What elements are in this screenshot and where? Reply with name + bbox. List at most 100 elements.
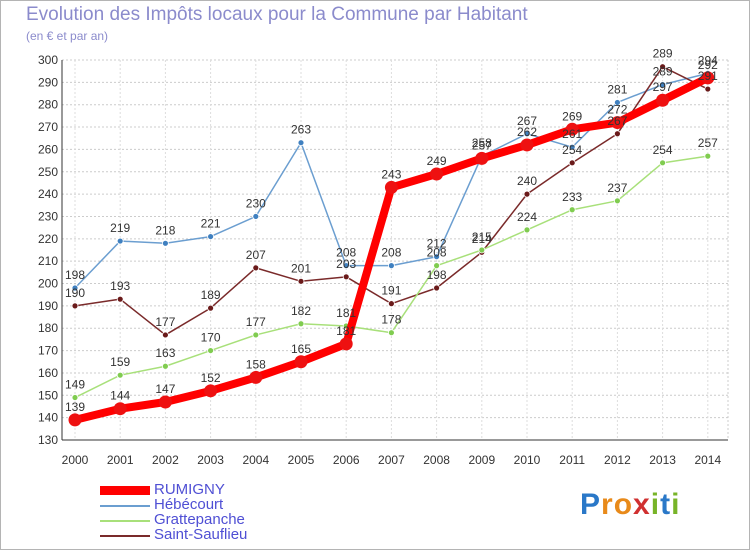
point-saint-sauflieu-2013 [659, 63, 666, 71]
data-label-rumigny-2006: 181 [336, 324, 356, 338]
data-label-rumigny-2008: 249 [427, 154, 447, 168]
data-label-saint-sauflieu-2014: 291 [698, 69, 718, 83]
y-tick-label-170: 170 [38, 344, 58, 358]
point-grattepanche-2002 [161, 362, 169, 370]
data-label-grattepanche-2012: 237 [607, 181, 627, 195]
data-label-saint-sauflieu-2002: 177 [155, 315, 175, 329]
point-grattepanche-2000 [71, 394, 79, 401]
data-label-rumigny-2003: 152 [201, 371, 221, 385]
x-tick-label-2004: 2004 [242, 453, 269, 467]
data-label-saint-sauflieu-2003: 189 [201, 288, 221, 302]
logo-letter: i [650, 488, 661, 521]
point-rumigny-2010 [520, 138, 534, 152]
legend-label-rumigny: RUMIGNY [154, 481, 225, 498]
point-rumigny-2005 [294, 355, 308, 369]
y-tick-label-280: 280 [38, 98, 58, 112]
data-label-saint-sauflieu-2004: 207 [246, 248, 266, 262]
y-tick-label-300: 300 [38, 53, 58, 67]
point-hebecourt-2008 [433, 253, 441, 261]
data-label-saint-sauflieu-2007: 191 [381, 284, 401, 298]
y-tick-label-290: 290 [38, 75, 58, 89]
data-label-grattepanche-2014: 257 [698, 136, 718, 150]
logo-letter: r [601, 488, 614, 521]
point-saint-sauflieu-2014 [704, 85, 712, 93]
y-tick-label-210: 210 [38, 254, 58, 268]
y-tick-label-180: 180 [38, 321, 58, 335]
data-label-saint-sauflieu-2009: 214 [472, 232, 492, 246]
y-tick-label-260: 260 [38, 142, 58, 156]
data-label-rumigny-2013: 297 [653, 80, 673, 94]
axes: 130 140 150 160 170 180 190 200 210 220 230 240 250 2… [38, 53, 729, 467]
point-saint-sauflieu-2004 [252, 264, 260, 272]
point-rumigny-2012 [610, 116, 624, 130]
data-label-grattepanche-2011: 233 [562, 190, 582, 204]
point-rumigny-2013 [656, 93, 670, 107]
point-hebecourt-2010 [523, 130, 531, 138]
x-tick-label-2011: 2011 [559, 453, 585, 467]
data-label-hebecourt-2006: 208 [336, 246, 356, 260]
point-saint-sauflieu-2002 [161, 331, 169, 339]
data-label-saint-sauflieu-2011: 254 [562, 143, 582, 157]
legend-label-hebecourt: Hébécourt [154, 496, 224, 513]
data-label-grattepanche-2004: 177 [246, 315, 266, 329]
data-label-rumigny-2010: 262 [517, 125, 537, 139]
data-label-rumigny-2007: 243 [381, 167, 401, 181]
data-label-rumigny-2001: 144 [110, 389, 130, 403]
data-label-grattepanche-2008: 208 [427, 246, 447, 260]
y-tick-label-150: 150 [38, 388, 58, 402]
legend-swatch-hebecourt [100, 505, 150, 507]
data-label-saint-sauflieu-2012: 267 [607, 114, 627, 128]
logo-letter: o [613, 488, 634, 521]
data-label-grattepanche-2003: 170 [201, 331, 221, 345]
data-label-hebecourt-2004: 230 [246, 196, 266, 210]
point-rumigny-2004 [249, 370, 263, 384]
point-hebecourt-2007 [387, 262, 395, 270]
x-tick-label-2003: 2003 [197, 453, 224, 467]
data-label-saint-sauflieu-2000: 190 [65, 286, 85, 300]
point-rumigny-2006 [339, 337, 353, 351]
data-label-grattepanche-2006: 181 [336, 306, 356, 320]
x-tick-label-2013: 2013 [649, 453, 676, 467]
data-label-grattepanche-2000: 149 [65, 378, 85, 392]
data-label-saint-sauflieu-2005: 201 [291, 261, 311, 275]
x-tick-label-2014: 2014 [694, 453, 721, 467]
logo-letter: i [671, 488, 681, 521]
y-tick-label-220: 220 [38, 232, 58, 246]
point-saint-sauflieu-2001 [116, 295, 124, 303]
y-tick-label-270: 270 [38, 120, 58, 134]
point-rumigny-2009 [475, 151, 489, 165]
data-label-hebecourt-2012: 281 [607, 82, 627, 96]
y-tick-label-240: 240 [38, 187, 58, 201]
y-tick-label-200: 200 [38, 277, 58, 291]
x-tick-label-2010: 2010 [514, 453, 541, 467]
data-label-hebecourt-2014: 294 [698, 53, 718, 67]
data-label-hebecourt-2008: 212 [427, 237, 447, 251]
point-grattepanche-2010 [523, 226, 531, 234]
x-tick-label-2002: 2002 [152, 453, 179, 467]
logo-letter: t [660, 488, 672, 521]
point-saint-sauflieu-2012 [614, 130, 621, 138]
series-saint-sauflieu [71, 63, 712, 339]
point-rumigny-2007 [384, 180, 398, 194]
legend-swatch-rumigny [100, 486, 150, 495]
point-hebecourt-2004 [252, 213, 260, 220]
point-hebecourt-2011 [568, 143, 576, 151]
point-grattepanche-2008 [433, 262, 441, 270]
point-grattepanche-2001 [116, 371, 124, 379]
logo-letter: P [580, 488, 602, 521]
point-rumigny-2003 [204, 384, 218, 398]
point-rumigny-2002 [158, 395, 172, 409]
y-tick-label-250: 250 [38, 165, 58, 179]
point-saint-sauflieu-2008 [433, 284, 441, 292]
data-label-grattepanche-2009: 215 [472, 230, 492, 244]
point-hebecourt-2006 [342, 262, 350, 270]
point-hebecourt-2002 [161, 239, 169, 247]
data-label-grattepanche-2007: 178 [381, 313, 401, 327]
point-saint-sauflieu-2000 [71, 302, 79, 310]
legend-swatch-saint-sauflieu [100, 535, 150, 537]
legend-label-grattepanche: Grattepanche [154, 511, 245, 528]
point-rumigny-2001 [113, 402, 127, 416]
data-label-hebecourt-2001: 219 [110, 221, 130, 235]
x-tick-label-2009: 2009 [468, 453, 495, 467]
